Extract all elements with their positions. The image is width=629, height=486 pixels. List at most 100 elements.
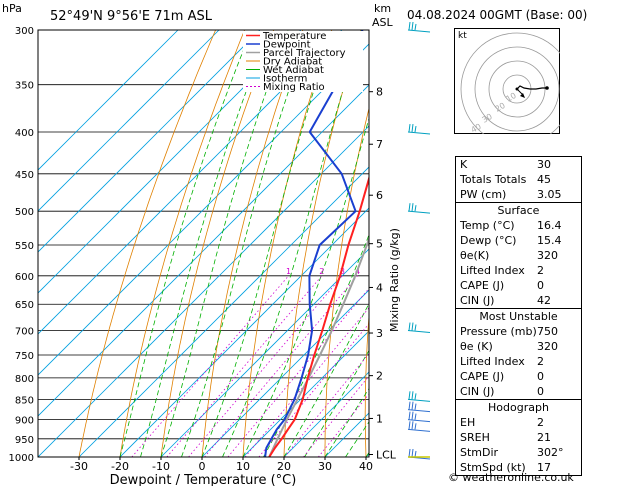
isotherm-line <box>201 289 369 457</box>
legend-parcel-trajectory: Parcel Trajectory <box>263 48 346 59</box>
index-label: PW (cm) <box>460 188 507 201</box>
wind-barb-feather <box>408 411 411 420</box>
km-tick-label: 1 <box>376 412 383 425</box>
pressure-tick-label: 450 <box>15 170 34 181</box>
index-value: 21 <box>537 431 551 444</box>
hodograph-ring-20 <box>488 60 546 118</box>
index-value: 0 <box>537 279 544 292</box>
wind-barb-feather <box>408 123 411 133</box>
hodograph-ring-label-20: 20 <box>494 101 507 114</box>
pressure-tick-label: 550 <box>15 241 34 252</box>
pressure-tick-label: 950 <box>15 435 34 446</box>
wind-barb-feather <box>411 391 414 400</box>
wind-barb-feather <box>411 322 414 331</box>
dry-adiabat-line <box>583 18 612 457</box>
datetime-label: 04.08.2024 00GMT (Base: 00) <box>407 8 588 22</box>
surface-box: Surface Temp (°C) 16.4 Dewp (°C) 15.4 θe(K… <box>455 203 582 309</box>
wind-barb <box>407 131 431 135</box>
hodograph: kt 10 20 30 40 <box>454 28 560 134</box>
storm-motion-shaft <box>516 88 524 96</box>
temperature-tick-label: 30 <box>318 460 332 473</box>
wind-barb-feather <box>408 421 411 430</box>
wet-adiabat-line <box>140 30 270 457</box>
pressure-tick-label: 350 <box>15 81 34 92</box>
wind-barb-feather <box>408 448 411 458</box>
wind-barb-feather <box>414 413 417 420</box>
index-value: 15.4 <box>537 234 562 247</box>
isotherm-line <box>38 30 261 253</box>
hodograph-ring-label-40: 40 <box>470 122 483 134</box>
legend-dry-adiabat: Dry Adiabat <box>263 57 322 68</box>
hodograph-trace <box>516 85 547 90</box>
km-tick-label: 3 <box>376 327 383 340</box>
dry-adiabat-line <box>364 310 369 457</box>
asl-unit-label: ASL <box>372 16 394 29</box>
series-dewpoint <box>264 30 364 457</box>
dry-adiabat-line <box>242 30 333 457</box>
wind-barb <box>407 398 431 402</box>
index-value: 750 <box>537 325 558 338</box>
isotherm-line <box>283 371 369 457</box>
wind-barb <box>407 428 431 432</box>
isotherm-line <box>38 30 302 294</box>
wind-barb-feather <box>414 393 417 400</box>
index-label: Totals Totals <box>460 173 527 186</box>
indices-top-box: K 30 Totals Totals 45 PW (cm) 3.05 <box>455 156 582 203</box>
surface-title: Surface <box>497 204 540 217</box>
pressure-tick-label: 800 <box>15 374 34 385</box>
hodograph-ring-40 <box>460 32 560 134</box>
index-label: Temp (°C) <box>460 219 515 232</box>
index-label: CIN (J) <box>460 294 495 307</box>
mixing-ratio-axis-label: Mixing Ratio (g/kg) <box>388 228 401 332</box>
pressure-tick-label: 750 <box>15 351 34 362</box>
index-value: 320 <box>537 340 558 353</box>
pressure-tick-label: 650 <box>15 300 34 311</box>
dry-adiabat-line <box>119 30 246 457</box>
wet-adiabat-line <box>283 302 369 457</box>
mixing-ratio-label: 3 <box>340 267 345 276</box>
isotherm-line <box>160 248 369 457</box>
wet-adiabat-line <box>119 30 252 457</box>
wind-barb <box>407 210 431 214</box>
index-label: Dewp (°C) <box>460 234 517 247</box>
mixing-ratio-line <box>204 275 358 457</box>
hodograph-ring-30 <box>474 46 560 132</box>
index-value: 0 <box>537 370 544 383</box>
mixing-ratio-label: 1 <box>286 267 291 276</box>
wind-barb-feather <box>408 401 411 410</box>
isotherm-line <box>38 30 179 171</box>
index-label: Lifted Index <box>460 355 525 368</box>
wind-barb-feather <box>414 125 417 133</box>
dry-adiabat-line <box>404 18 451 457</box>
isotherm-line <box>38 30 220 212</box>
temperature-tick-label: -10 <box>152 460 170 473</box>
index-value: 302° <box>537 446 564 459</box>
isotherm-line <box>242 330 369 457</box>
wind-barb-feather <box>411 203 414 212</box>
mixing-ratio-line <box>131 275 289 457</box>
wind-barb-feather <box>408 21 411 31</box>
km-tick-label: 2 <box>376 370 383 383</box>
legend-mixing-ratio: Mixing Ratio <box>263 82 325 93</box>
hodograph-ring-label-30: 30 <box>481 112 494 125</box>
legend: Temperature Dewpoint Parcel Trajectory D… <box>243 31 363 93</box>
dry-adiabat-line <box>615 18 629 457</box>
wind-barb-feather <box>414 403 417 410</box>
index-label: EH <box>460 416 476 429</box>
wind-barb-feather <box>411 21 414 31</box>
km-unit-label: km <box>374 2 391 15</box>
wind-barb-feather <box>408 391 411 400</box>
index-value: 0 <box>537 385 544 398</box>
wind-barb-feather <box>411 421 414 430</box>
hodograph-title: Hodograph <box>488 401 549 414</box>
index-label: StmDir <box>460 446 499 459</box>
index-label: CAPE (J) <box>460 279 505 292</box>
temperature-tick-label: 20 <box>277 460 291 473</box>
index-value: 16.4 <box>537 219 562 232</box>
legend-temperature: Temperature <box>262 31 326 42</box>
hodograph-unit: kt <box>458 31 467 41</box>
dry-adiabat-line <box>201 30 304 457</box>
index-value: 3.05 <box>537 188 562 201</box>
index-value: 2 <box>537 416 544 429</box>
